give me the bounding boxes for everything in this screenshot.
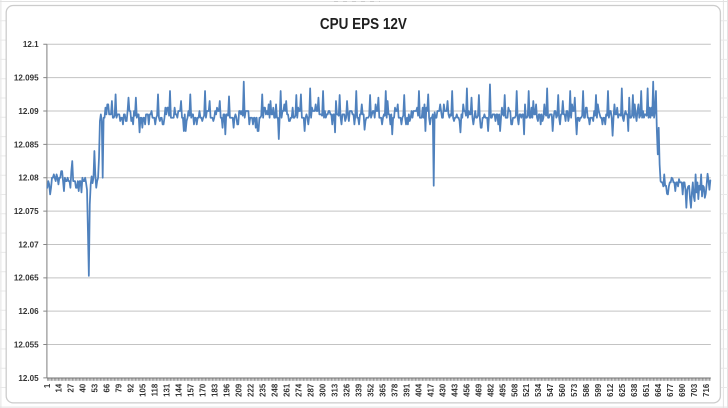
svg-text:12.055: 12.055 xyxy=(14,340,39,349)
svg-text:508: 508 xyxy=(510,383,519,397)
svg-text:261: 261 xyxy=(283,383,292,397)
svg-text:118: 118 xyxy=(151,383,160,396)
svg-text:560: 560 xyxy=(558,383,567,397)
svg-text:352: 352 xyxy=(366,383,375,397)
svg-text:12.05: 12.05 xyxy=(18,374,39,383)
svg-text:66: 66 xyxy=(103,383,112,392)
svg-text:586: 586 xyxy=(582,383,591,397)
svg-text:12.065: 12.065 xyxy=(14,274,39,283)
svg-text:443: 443 xyxy=(450,383,459,397)
svg-text:482: 482 xyxy=(486,383,495,397)
svg-text:12.075: 12.075 xyxy=(14,207,39,216)
svg-text:573: 573 xyxy=(570,383,579,397)
svg-text:53: 53 xyxy=(91,383,100,392)
svg-text:430: 430 xyxy=(438,383,447,397)
svg-text:612: 612 xyxy=(606,383,615,397)
svg-text:12.095: 12.095 xyxy=(14,74,39,83)
svg-text:222: 222 xyxy=(247,383,256,397)
svg-text:235: 235 xyxy=(259,383,268,397)
svg-text:521: 521 xyxy=(522,383,531,397)
svg-text:12.09: 12.09 xyxy=(18,107,39,116)
svg-text:14: 14 xyxy=(55,383,64,392)
svg-text:CPU EPS 12V: CPU EPS 12V xyxy=(320,16,407,33)
svg-text:105: 105 xyxy=(139,383,148,397)
svg-text:183: 183 xyxy=(211,383,220,397)
svg-text:12.06: 12.06 xyxy=(18,307,39,316)
svg-text:703: 703 xyxy=(690,383,699,397)
svg-text:287: 287 xyxy=(306,384,315,397)
svg-text:209: 209 xyxy=(235,383,244,397)
svg-text:12.07: 12.07 xyxy=(18,240,39,249)
svg-text:170: 170 xyxy=(199,383,208,397)
svg-text:404: 404 xyxy=(414,383,423,397)
svg-text:547: 547 xyxy=(546,384,555,397)
svg-text:391: 391 xyxy=(402,383,411,397)
svg-text:664: 664 xyxy=(654,383,663,397)
svg-text:651: 651 xyxy=(642,383,651,397)
svg-text:326: 326 xyxy=(342,383,351,397)
svg-text:131: 131 xyxy=(163,383,172,397)
svg-text:300: 300 xyxy=(318,383,327,397)
svg-text:313: 313 xyxy=(330,383,339,397)
svg-text:339: 339 xyxy=(354,383,363,397)
svg-text:417: 417 xyxy=(426,384,435,397)
svg-text:690: 690 xyxy=(678,383,687,397)
svg-text:79: 79 xyxy=(115,383,124,392)
svg-text:274: 274 xyxy=(294,383,303,397)
svg-text:248: 248 xyxy=(271,383,280,397)
svg-text:92: 92 xyxy=(127,383,136,392)
svg-text:40: 40 xyxy=(79,383,88,392)
svg-text:469: 469 xyxy=(474,383,483,397)
svg-text:365: 365 xyxy=(378,383,387,397)
svg-text:27: 27 xyxy=(67,384,76,393)
svg-text:456: 456 xyxy=(462,383,471,397)
svg-text:12.08: 12.08 xyxy=(18,174,39,183)
svg-text:378: 378 xyxy=(390,383,399,397)
svg-text:495: 495 xyxy=(498,383,507,397)
svg-text:12.1: 12.1 xyxy=(23,40,39,49)
svg-text:12.085: 12.085 xyxy=(14,140,39,149)
svg-text:534: 534 xyxy=(534,383,543,397)
svg-text:677: 677 xyxy=(666,384,675,397)
svg-text:144: 144 xyxy=(175,383,184,397)
svg-text:625: 625 xyxy=(618,383,627,397)
svg-text:1: 1 xyxy=(43,383,52,388)
svg-text:716: 716 xyxy=(702,383,711,397)
svg-text:157: 157 xyxy=(187,384,196,397)
svg-text:638: 638 xyxy=(630,383,639,397)
svg-text:599: 599 xyxy=(594,383,603,397)
svg-text:196: 196 xyxy=(223,383,232,397)
